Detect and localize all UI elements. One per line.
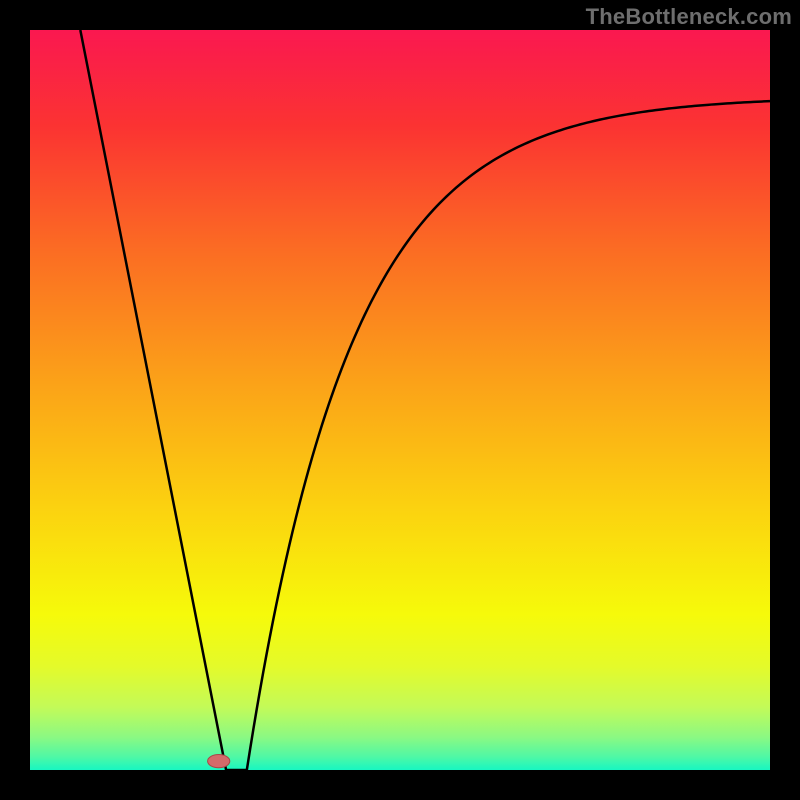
watermark-text: TheBottleneck.com xyxy=(586,4,792,30)
vertex-marker xyxy=(208,754,230,767)
chart-container: TheBottleneck.com xyxy=(0,0,800,800)
chart-svg xyxy=(0,0,800,800)
plot-gradient xyxy=(30,30,770,770)
